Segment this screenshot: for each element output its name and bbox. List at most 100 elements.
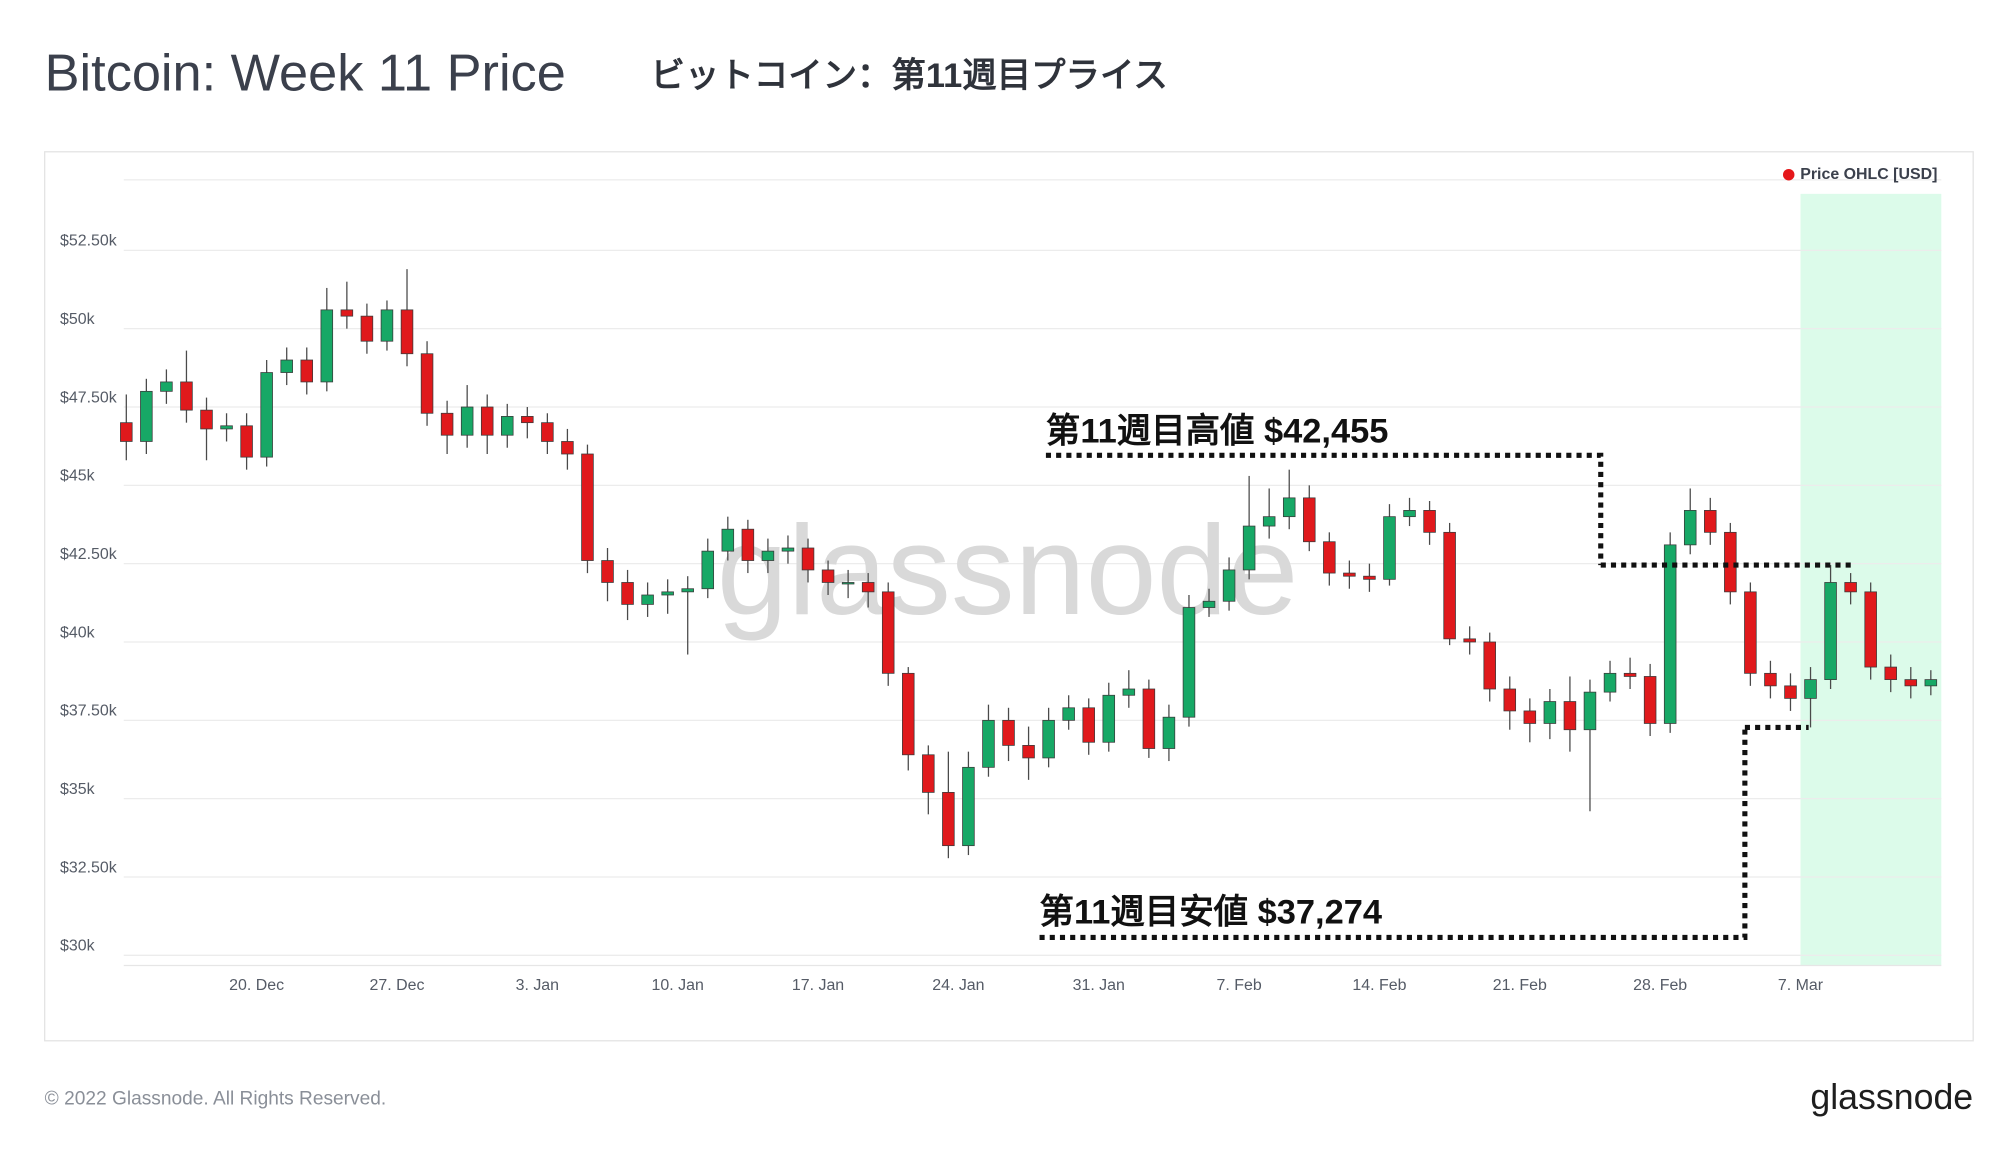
candle-body (1643, 676, 1657, 724)
candle-body (1603, 672, 1617, 693)
legend: Price OHLC [USD] (1782, 166, 1937, 183)
candle-body (240, 425, 253, 458)
candle-body (1563, 701, 1577, 731)
candle-body (140, 390, 153, 442)
candle-body (1423, 510, 1436, 533)
candle-body (1663, 544, 1677, 724)
candle-body (1383, 516, 1396, 580)
y-tick-label: $47.50k (60, 389, 117, 406)
candle-body (1162, 716, 1176, 749)
candle-body (440, 412, 454, 436)
candle-body (1022, 745, 1035, 759)
candle-body (1202, 600, 1216, 608)
annotation-label: 第11週目安値 $37,274 (1040, 894, 1383, 932)
chart-subtitle: ビットコイン：第11週目プライス (651, 57, 1168, 95)
candle-body (861, 582, 875, 593)
x-tick-label: 28. Feb (1633, 977, 1687, 994)
y-tick-label: $40k (60, 624, 95, 641)
candle-body (1804, 679, 1817, 699)
candle-body (1784, 685, 1797, 699)
candle-body (881, 591, 895, 674)
candle-body (581, 453, 594, 561)
annotation-connector (1039, 727, 1748, 941)
candle-body (260, 372, 273, 458)
candle-body (1122, 688, 1136, 696)
candle-body (1904, 679, 1918, 687)
candle-body (902, 672, 915, 756)
candle-body (1062, 707, 1075, 721)
candle-body (1523, 710, 1537, 724)
candle-body (340, 309, 354, 317)
candle-body (1303, 497, 1316, 543)
candle-body (1182, 607, 1196, 718)
candle-body (1884, 666, 1897, 680)
candle-body (701, 550, 715, 590)
candle-body (1764, 672, 1777, 687)
chart-title: Bitcoin: Week 11 Price (45, 44, 566, 102)
candle-body (641, 594, 654, 605)
candle-body (1864, 591, 1877, 668)
candle-body (380, 309, 394, 342)
candle-body (1583, 691, 1597, 731)
y-tick-label: $32.50k (60, 859, 117, 876)
candle-body (280, 359, 293, 373)
logo: glassnode (1810, 1077, 1973, 1117)
candle-body (781, 547, 795, 552)
candle-body (741, 528, 755, 561)
x-tick-label: 14. Feb (1352, 977, 1406, 994)
candle-body (1744, 591, 1757, 674)
candle-body (1343, 572, 1356, 577)
candle-body (1102, 694, 1116, 743)
candle-body (120, 422, 133, 442)
candle-body (220, 425, 233, 430)
candle-body (501, 416, 514, 436)
candle-body (1082, 707, 1095, 743)
candle-body (1363, 575, 1376, 580)
chart-frame (44, 151, 1974, 1042)
candle-body (1463, 638, 1476, 643)
candle-body (841, 582, 855, 585)
candle-body (1042, 719, 1055, 759)
y-tick-label: $30k (60, 938, 95, 955)
candle-body (561, 441, 574, 455)
candle-body (621, 582, 634, 605)
x-tick-label: 3. Jan (516, 977, 559, 994)
candle-body (661, 591, 674, 596)
candle-body (1262, 516, 1276, 527)
candle-body (982, 719, 995, 768)
candle-body (200, 409, 213, 430)
annotation-connector (1045, 452, 1604, 566)
candle-body (1483, 641, 1496, 690)
x-tick-label: 24. Jan (932, 977, 984, 994)
candle-body (1282, 497, 1296, 518)
x-tick-label: 7. Mar (1778, 977, 1824, 994)
x-tick-label: 21. Feb (1493, 977, 1547, 994)
candle-body (320, 309, 334, 383)
background-layer (123, 179, 1942, 967)
y-tick-label: $52.50k (60, 233, 117, 250)
candle-body (1142, 688, 1156, 749)
candle-body (1222, 569, 1236, 602)
y-tick-label: $50k (60, 311, 95, 328)
watermark: glassnode (717, 500, 1298, 642)
x-tick-label: 27. Dec (370, 977, 425, 994)
y-tick-label: $37.50k (60, 703, 117, 720)
candle-body (1503, 688, 1517, 712)
candle-body (1704, 510, 1717, 533)
candle-body (1844, 582, 1857, 593)
highlight-region (1800, 193, 1942, 966)
candle-body (360, 315, 374, 342)
candle-body (821, 569, 835, 583)
x-tick-label: 31. Jan (1073, 977, 1125, 994)
candle-body (1924, 679, 1938, 687)
x-tick-label: 17. Jan (792, 977, 844, 994)
x-tick-label: 10. Jan (652, 977, 704, 994)
candle-body (521, 416, 534, 424)
candle-body (1724, 531, 1737, 593)
copyright: © 2022 Glassnode. All Rights Reserved. (45, 1088, 387, 1109)
candle-body (1824, 582, 1837, 680)
candle-body (962, 766, 975, 847)
candle-body (761, 550, 775, 561)
candle-body (480, 406, 494, 436)
